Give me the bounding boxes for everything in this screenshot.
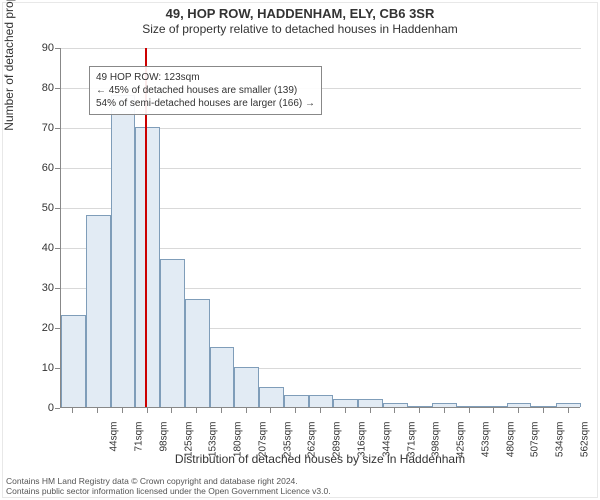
chart-title-line2: Size of property relative to detached ho…	[0, 22, 600, 36]
xtick-mark	[147, 408, 148, 413]
chart-container: 49, HOP ROW, HADDENHAM, ELY, CB6 3SR Siz…	[0, 0, 600, 500]
xtick-mark	[270, 408, 271, 413]
histogram-bar	[482, 406, 507, 407]
histogram-bar	[185, 299, 210, 407]
histogram-bar	[284, 395, 309, 407]
ytick-label: 90	[24, 42, 54, 54]
histogram-bar	[531, 406, 556, 407]
annotation-line2: ← 45% of detached houses are smaller (13…	[96, 84, 315, 97]
xtick-mark	[394, 408, 395, 413]
xtick-mark	[246, 408, 247, 413]
x-axis-label: Distribution of detached houses by size …	[60, 452, 580, 466]
xtick-mark	[171, 408, 172, 413]
xtick-mark	[493, 408, 494, 413]
xtick-mark	[518, 408, 519, 413]
xtick-mark	[419, 408, 420, 413]
ytick-label: 80	[24, 82, 54, 94]
gridline	[61, 48, 581, 49]
histogram-bar	[210, 347, 235, 407]
xtick-label: 562sqm	[579, 422, 590, 467]
chart-title-line1: 49, HOP ROW, HADDENHAM, ELY, CB6 3SR	[0, 6, 600, 21]
histogram-bar	[234, 367, 259, 407]
footer-line2: Contains public sector information licen…	[6, 486, 331, 496]
xtick-mark	[469, 408, 470, 413]
histogram-bar	[358, 399, 383, 407]
ytick-label: 10	[24, 362, 54, 374]
xtick-mark	[320, 408, 321, 413]
ytick-label: 50	[24, 202, 54, 214]
histogram-bar	[507, 403, 532, 407]
ytick-label: 40	[24, 242, 54, 254]
xtick-mark	[97, 408, 98, 413]
xtick-mark	[196, 408, 197, 413]
annotation-box: 49 HOP ROW: 123sqm← 45% of detached hous…	[89, 66, 322, 115]
histogram-bar	[556, 403, 581, 407]
histogram-bar	[259, 387, 284, 407]
xtick-mark	[370, 408, 371, 413]
ytick-label: 70	[24, 122, 54, 134]
y-axis-label: Number of detached properties	[2, 0, 16, 228]
xtick-mark	[543, 408, 544, 413]
footer-line1: Contains HM Land Registry data © Crown c…	[6, 476, 331, 486]
histogram-bar	[135, 127, 160, 407]
histogram-bar	[61, 315, 86, 407]
xtick-mark	[568, 408, 569, 413]
ytick-label: 30	[24, 282, 54, 294]
plot-area: 49 HOP ROW: 123sqm← 45% of detached hous…	[60, 48, 580, 408]
annotation-line3: 54% of semi-detached houses are larger (…	[96, 97, 315, 110]
plot-inner: 49 HOP ROW: 123sqm← 45% of detached hous…	[60, 48, 580, 408]
histogram-bar	[432, 403, 457, 407]
xtick-mark	[122, 408, 123, 413]
xtick-mark	[345, 408, 346, 413]
ytick-label: 20	[24, 322, 54, 334]
annotation-line1: 49 HOP ROW: 123sqm	[96, 71, 315, 84]
ytick-label: 60	[24, 162, 54, 174]
ytick-label: 0	[24, 402, 54, 414]
ytick-mark	[55, 408, 60, 409]
xtick-mark	[72, 408, 73, 413]
histogram-bar	[383, 403, 408, 407]
footer-attribution: Contains HM Land Registry data © Crown c…	[6, 476, 331, 496]
histogram-bar	[111, 95, 136, 407]
histogram-bar	[309, 395, 334, 407]
histogram-bar	[333, 399, 358, 407]
histogram-bar	[160, 259, 185, 407]
histogram-bar	[457, 406, 482, 407]
xtick-mark	[295, 408, 296, 413]
xtick-mark	[444, 408, 445, 413]
histogram-bar	[86, 215, 111, 407]
xtick-mark	[221, 408, 222, 413]
histogram-bar	[408, 406, 433, 407]
